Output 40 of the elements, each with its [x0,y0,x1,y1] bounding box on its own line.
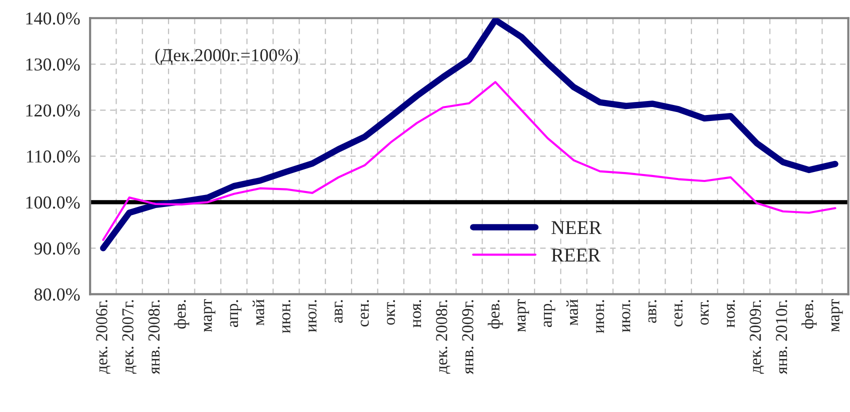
y-tick-label: 100.0% [26,196,80,209]
x-tick-label: июл. [308,300,317,332]
x-tick-label: фев. [174,300,190,329]
x-tick-label: сен. [360,300,369,326]
x-tick-label: окт. [700,300,709,325]
x-tick-label: фев. [488,300,503,329]
x-tick-label: янв. 2009г. [462,300,474,374]
y-tick-label: 110.0% [26,150,80,163]
x-tick-label: апр. [544,300,556,328]
legend-label: REER [552,248,601,262]
y-tick-label: 130.0% [26,58,80,71]
x-tick-label: авг. [334,300,343,323]
x-tick-label: июл. [622,300,630,332]
x-tick-label: дек. 2007г. [122,300,137,374]
x-tick-label: май [252,299,264,326]
x-tick-label: янв. 2008г. [148,300,160,374]
x-tick-label: дек. 2009г. [750,300,764,374]
x-tick-label: дек. 2006г. [96,300,110,374]
x-tick-label: март [204,299,216,332]
y-tick-label: 140.0% [26,12,80,25]
x-tick-label: сен. [674,300,683,326]
annotation: (Дек.2000г.=100%) [155,48,298,65]
x-tick-label: дек. 2008г. [436,300,450,374]
x-tick-label: ноя. [726,300,735,328]
x-tick-label: март [518,299,530,332]
x-tick-label: март [831,299,843,332]
y-tick-label: 120.0% [26,104,80,117]
x-tick-label: ноя. [413,300,422,328]
x-tick-label: янв. 2010г. [776,300,788,374]
x-tick-label: окт. [386,300,396,325]
line-series [102,81,836,241]
x-tick-label: май [566,299,578,326]
x-tick-label: авг. [648,300,656,323]
x-tick-label: июн. [282,300,290,334]
y-tick-label: 90.0% [34,242,80,255]
y-tick-label: 80.0% [34,288,80,301]
x-tick-label: апр. [230,300,242,328]
x-tick-label: фев. [802,300,817,329]
legend-label: NEER [552,221,602,234]
x-tick-label: июн. [596,300,604,334]
